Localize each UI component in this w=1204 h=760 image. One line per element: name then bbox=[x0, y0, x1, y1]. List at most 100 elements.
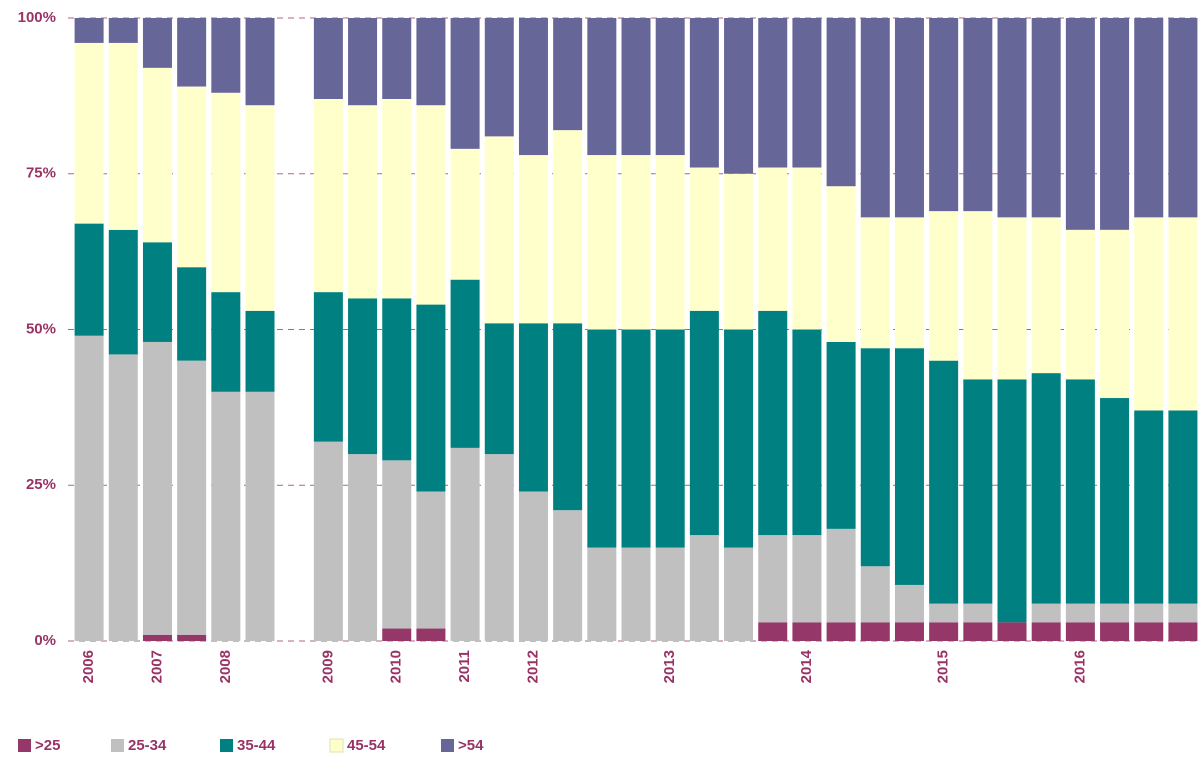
bar-segment bbox=[963, 379, 993, 604]
bar-segment bbox=[1100, 622, 1130, 641]
bar-segment bbox=[74, 335, 104, 641]
bar-segment bbox=[211, 92, 241, 293]
bar-segment bbox=[74, 223, 104, 336]
bar-segment bbox=[621, 329, 651, 548]
bar-segment bbox=[1134, 622, 1164, 641]
bar-segment bbox=[826, 18, 856, 187]
x-tick-label: 2015 bbox=[935, 650, 952, 683]
x-tick-label: 2006 bbox=[80, 650, 97, 683]
bar-segment bbox=[484, 136, 514, 324]
bar-segment bbox=[860, 217, 890, 349]
bar-segment bbox=[792, 18, 822, 168]
bar-segment bbox=[758, 310, 788, 536]
bar-segment bbox=[177, 86, 207, 268]
bar-segment bbox=[1134, 603, 1164, 623]
bar-segment bbox=[929, 603, 959, 623]
bar-segment bbox=[518, 155, 548, 324]
bar-segment bbox=[1031, 603, 1061, 623]
bar-segment bbox=[553, 510, 583, 641]
bar-segment bbox=[553, 18, 583, 131]
bar-segment bbox=[1031, 18, 1061, 218]
bar-segment bbox=[894, 217, 924, 349]
bar-segment bbox=[1168, 603, 1198, 623]
bar-segment bbox=[108, 42, 138, 230]
legend-swatch bbox=[220, 739, 233, 752]
bar-segment bbox=[484, 454, 514, 641]
bar-segment bbox=[655, 18, 685, 156]
bar-segment bbox=[177, 634, 207, 641]
bar-segment bbox=[792, 535, 822, 623]
bar-segment bbox=[382, 18, 412, 99]
x-tick-label: 2014 bbox=[798, 649, 815, 683]
bar-segment bbox=[894, 348, 924, 585]
bar-segment bbox=[758, 622, 788, 641]
bar-segment bbox=[792, 329, 822, 536]
legend-label: 45-54 bbox=[347, 737, 386, 754]
bar-segment bbox=[108, 18, 138, 43]
bar-segment bbox=[74, 42, 104, 224]
bar-segment bbox=[655, 547, 685, 641]
bar-segment bbox=[348, 454, 378, 641]
bar-segment bbox=[1031, 217, 1061, 374]
bar-segment bbox=[553, 130, 583, 324]
bar-segment bbox=[142, 242, 172, 342]
bar-segment bbox=[894, 622, 924, 641]
x-tick-label: 2010 bbox=[388, 650, 405, 683]
bar-segment bbox=[313, 292, 343, 442]
legend-label: 25-34 bbox=[128, 737, 167, 754]
x-tick-label: 2011 bbox=[456, 650, 473, 683]
bar-segment bbox=[313, 441, 343, 641]
bar-segment bbox=[416, 628, 446, 641]
bar-segment bbox=[74, 18, 104, 43]
bar-segment bbox=[860, 18, 890, 218]
y-tick-label: 75% bbox=[26, 165, 56, 182]
legend-label: 35-44 bbox=[237, 737, 276, 754]
legend-swatch bbox=[441, 739, 454, 752]
bar-segment bbox=[1134, 410, 1164, 604]
bar-segment bbox=[1065, 229, 1095, 380]
bar-segment bbox=[142, 18, 172, 68]
bar-segment bbox=[450, 279, 480, 448]
bar-segment bbox=[758, 18, 788, 168]
bar-segment bbox=[1134, 18, 1164, 218]
bar-segment bbox=[724, 173, 754, 330]
bar-segment bbox=[1100, 398, 1130, 604]
bar-segment bbox=[655, 155, 685, 330]
bar-segment bbox=[1168, 18, 1198, 218]
bar-segment bbox=[997, 18, 1027, 218]
bar-segment bbox=[826, 528, 856, 623]
bar-segment bbox=[416, 491, 446, 629]
bar-segment bbox=[1065, 603, 1095, 623]
bar-segment bbox=[177, 360, 207, 635]
bar-segment bbox=[963, 211, 993, 380]
bar-segment bbox=[142, 67, 172, 243]
bar-segment bbox=[963, 622, 993, 641]
bar-segment bbox=[792, 167, 822, 330]
bar-segment bbox=[724, 329, 754, 548]
bar-segment bbox=[826, 622, 856, 641]
bar-segment bbox=[177, 267, 207, 361]
legend-label: >54 bbox=[458, 737, 484, 754]
bar-segment bbox=[860, 348, 890, 567]
legend-swatch bbox=[329, 738, 344, 753]
bar-segment bbox=[894, 584, 924, 623]
bar-segment bbox=[416, 18, 446, 106]
x-tick-label: 2012 bbox=[524, 650, 541, 683]
bar-segment bbox=[587, 329, 617, 548]
bar-segment bbox=[758, 535, 788, 623]
bar-segment bbox=[348, 298, 378, 455]
bar-segment bbox=[826, 186, 856, 342]
legend-swatch bbox=[18, 739, 31, 752]
bar-segment bbox=[689, 18, 719, 168]
bar-segment bbox=[382, 298, 412, 461]
bar-segment bbox=[587, 155, 617, 330]
bar-segment bbox=[724, 547, 754, 641]
bar-segment bbox=[245, 310, 275, 392]
bar-segment bbox=[142, 341, 172, 635]
bar-segment bbox=[929, 360, 959, 604]
bar-segment bbox=[211, 18, 241, 93]
bar-segment bbox=[142, 634, 172, 641]
y-tick-label: 100% bbox=[18, 9, 56, 26]
bar-segment bbox=[997, 217, 1027, 380]
bar-segment bbox=[108, 229, 138, 355]
